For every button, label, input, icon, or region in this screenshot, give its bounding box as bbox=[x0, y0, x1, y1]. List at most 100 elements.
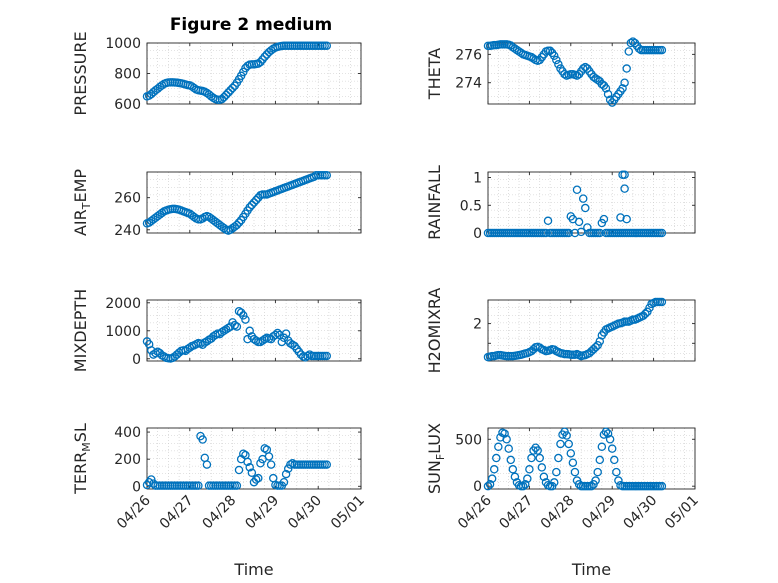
axes-box bbox=[487, 299, 696, 362]
y-tick-label: 1000 bbox=[105, 324, 141, 340]
data-point bbox=[322, 170, 332, 180]
data-point bbox=[560, 69, 569, 79]
data-point bbox=[260, 52, 269, 61]
data-point bbox=[485, 480, 495, 489]
data-point bbox=[562, 431, 571, 440]
data-point bbox=[217, 327, 227, 337]
data-point bbox=[541, 228, 551, 238]
y-axis-label: MIXDEPTH bbox=[71, 289, 90, 372]
x-tick-label: 05/01 bbox=[328, 493, 368, 533]
data-point bbox=[224, 88, 233, 97]
data-point bbox=[273, 328, 282, 338]
data-point bbox=[583, 223, 592, 232]
data-point bbox=[570, 467, 580, 477]
data-point bbox=[529, 54, 538, 63]
data-point bbox=[527, 453, 536, 463]
data-point bbox=[595, 228, 605, 238]
y-axis-label: SUNFLUX bbox=[425, 423, 447, 494]
axes-box bbox=[146, 427, 362, 490]
data-point bbox=[256, 337, 265, 347]
data-point bbox=[572, 185, 582, 194]
data-point bbox=[288, 340, 297, 350]
y-tick-label: 274 bbox=[455, 76, 482, 92]
data-point bbox=[185, 343, 195, 352]
data-point bbox=[620, 78, 629, 87]
data-point bbox=[564, 439, 573, 449]
data-point bbox=[232, 481, 242, 490]
axes-mixdepth: 0 1000 2000 MIXDEPTH bbox=[71, 289, 362, 372]
data-point bbox=[587, 481, 596, 491]
data-point bbox=[603, 429, 613, 438]
data-point bbox=[622, 64, 631, 73]
data-point bbox=[566, 449, 576, 458]
data-point bbox=[508, 465, 518, 474]
data-point bbox=[570, 228, 580, 238]
axes-box bbox=[146, 171, 362, 234]
x-axis-label: Time bbox=[233, 560, 273, 579]
y-axis-label: RAINFALL bbox=[425, 165, 444, 240]
figure-title: Figure 2 medium bbox=[170, 15, 332, 35]
y-tick-label: 2 bbox=[473, 317, 482, 333]
data-point bbox=[568, 458, 578, 467]
data-point bbox=[249, 198, 259, 207]
y-tick-label: 2000 bbox=[105, 296, 141, 312]
data-point bbox=[266, 46, 276, 55]
data-point bbox=[618, 84, 627, 93]
data-point bbox=[518, 481, 528, 491]
data-point bbox=[157, 208, 167, 218]
axes-pressure: 600 800 1000 PRESSURE bbox=[71, 31, 362, 116]
data-point bbox=[194, 481, 203, 490]
y-tick-label: 276 bbox=[455, 47, 482, 63]
data-point bbox=[254, 473, 263, 483]
data-point bbox=[634, 44, 644, 53]
y-tick-label: 600 bbox=[114, 97, 141, 113]
data-point bbox=[576, 227, 586, 237]
data-point bbox=[506, 455, 516, 465]
data-point bbox=[226, 322, 235, 331]
data-point bbox=[533, 446, 542, 455]
data-point bbox=[494, 442, 503, 452]
x-tick-label: 04/26 bbox=[114, 492, 154, 532]
y-tick-label: 0 bbox=[132, 479, 141, 495]
data-point bbox=[322, 460, 332, 469]
data-point bbox=[614, 476, 623, 485]
y-tick-label: 400 bbox=[114, 425, 141, 441]
data-point bbox=[574, 217, 584, 227]
y-tick-label: 0 bbox=[132, 352, 141, 368]
data-point bbox=[221, 325, 231, 334]
data-point bbox=[552, 55, 561, 65]
data-point bbox=[525, 465, 534, 474]
data-point bbox=[245, 326, 254, 336]
data-point bbox=[492, 453, 501, 463]
axes-rainfall: 0 0.5 1 RAINFALL bbox=[425, 165, 696, 242]
data-point bbox=[239, 311, 248, 320]
axes-h2omixra: 2 H2OMIXRA bbox=[425, 288, 696, 374]
data-point bbox=[622, 214, 631, 224]
data-point bbox=[500, 429, 509, 438]
data-point bbox=[543, 216, 553, 226]
data-point bbox=[624, 47, 634, 56]
data-point bbox=[657, 228, 667, 238]
data-point bbox=[502, 435, 511, 444]
data-point bbox=[260, 334, 269, 344]
data-point bbox=[245, 203, 254, 212]
x-tick-label: 04/26 bbox=[455, 492, 495, 532]
data-point bbox=[612, 467, 621, 477]
data-point bbox=[202, 337, 212, 346]
data-point bbox=[245, 463, 254, 472]
x-tick-label: 04/27 bbox=[157, 493, 197, 533]
data-point bbox=[251, 336, 261, 345]
data-point bbox=[266, 460, 276, 469]
data-point bbox=[234, 465, 244, 475]
data-point bbox=[593, 467, 602, 477]
y-axis-label: PRESSURE bbox=[71, 31, 90, 115]
y-axis-label: H2OMIXRA bbox=[425, 288, 444, 374]
y-tick-label: 0 bbox=[473, 479, 482, 495]
axes-terr-msl: 0 200 400 04/26 04/27 04/28 04/29 04/30 05/01 Tim… bbox=[71, 423, 368, 579]
x-tick-label: 04/29 bbox=[242, 493, 282, 533]
data-point bbox=[232, 322, 242, 331]
data-point bbox=[286, 339, 295, 348]
data-point bbox=[549, 51, 559, 61]
data-point bbox=[620, 184, 629, 193]
